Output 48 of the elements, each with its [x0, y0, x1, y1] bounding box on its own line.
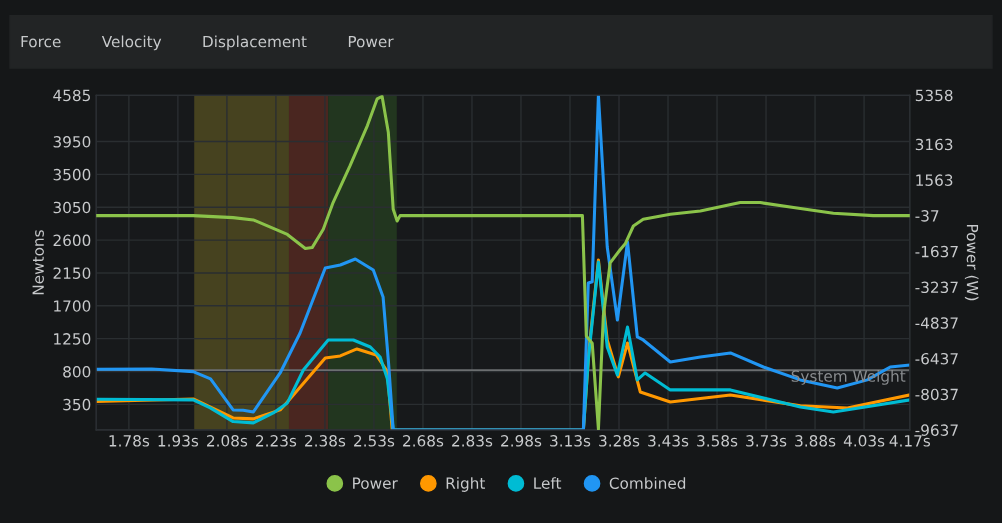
x-tick-label: 2.68s [403, 435, 444, 447]
x-tick-label: 4.17s [889, 435, 931, 447]
x-tick-label: 2.98s [501, 435, 542, 447]
x-tick-label: 3.88s [795, 435, 836, 447]
y-tick-label: 3950 [53, 136, 91, 148]
legend-label: Right [446, 477, 486, 492]
x-tick-label: 2.83s [452, 435, 493, 447]
x-tick-label: 3.43s [648, 435, 689, 447]
x-tick-label: 2.23s [256, 435, 297, 447]
x-tick-label: 3.73s [746, 435, 787, 447]
y-tick-label: 350 [63, 398, 91, 411]
y2-tick-label: -1637 [915, 245, 958, 258]
x-tick-label: 3.58s [697, 435, 738, 447]
x-tick-label: 2.38s [305, 435, 346, 447]
y2-tick-label: -9637 [915, 424, 958, 436]
y2-tick-label: -3237 [915, 281, 958, 294]
y2-tick-label: 5358 [915, 89, 953, 102]
y2-tick-label: -6437 [915, 352, 958, 365]
x-tick-label: 1.78s [109, 435, 150, 447]
text: Displacement [203, 35, 307, 51]
y2-tick-label: 3163 [915, 138, 953, 151]
legend-label: Power [353, 477, 398, 489]
y-tick-label: 1250 [54, 333, 91, 345]
y-tick-label: 2600 [53, 234, 91, 247]
y2-axis-title: Power (W) [964, 225, 979, 301]
x-tick-label: 1.93s [158, 435, 199, 447]
text: Power [348, 35, 394, 48]
text: Velocity [101, 35, 162, 51]
y-tick-label: 1700 [54, 300, 91, 312]
y2-tick-label: -37 [915, 210, 939, 222]
y2-tick-label: -8037 [915, 388, 958, 401]
text: Force [21, 35, 61, 48]
x-tick-label: 2.08s [207, 435, 248, 447]
legend-label: Combined [609, 477, 686, 489]
x-tick-label: 2.53s [354, 435, 395, 447]
y-tick-label: 3500 [53, 168, 91, 181]
x-tick-label: 3.13s [550, 435, 591, 447]
legend-label: Left [534, 477, 562, 489]
y-tick-label: 4585 [53, 89, 90, 102]
y2-tick-label: 1563 [916, 174, 953, 186]
y-axis-title: Newtons [32, 230, 44, 295]
line-series [96, 95, 910, 430]
x-tick-label: 3.28s [599, 435, 640, 447]
y-tick-label: 3050 [53, 201, 91, 214]
x-tick-label: 4.03s [843, 435, 885, 447]
y-tick-label: 800 [63, 365, 91, 378]
y-tick-label: 2150 [53, 267, 91, 279]
y2-tick-label: -4837 [915, 317, 958, 329]
